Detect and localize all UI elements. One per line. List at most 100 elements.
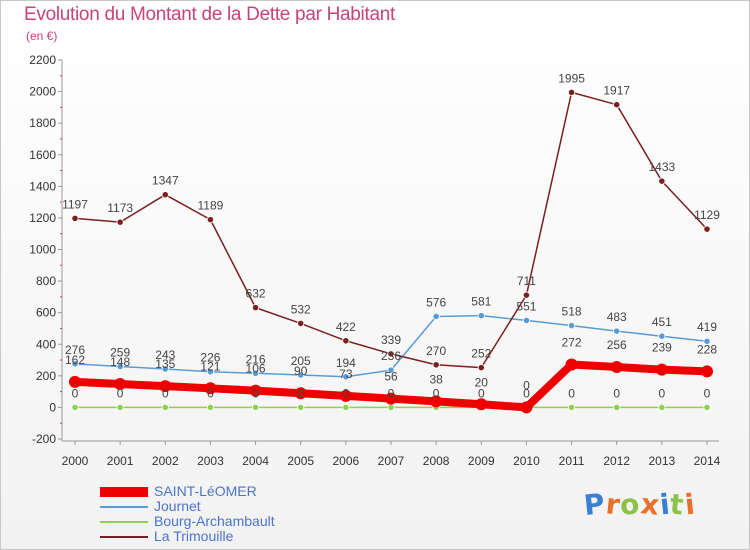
data-point: [475, 398, 488, 411]
y-tick-label: 1000: [29, 243, 56, 257]
data-label: 532: [291, 302, 311, 316]
data-point: [251, 369, 260, 377]
chart-title: Evolution du Montant de la Dette par Hab…: [24, 4, 395, 25]
data-point: [565, 358, 578, 371]
data-label: 0: [433, 386, 440, 400]
data-label: 276: [65, 343, 85, 357]
y-tick-label: 1400: [29, 179, 56, 193]
y-tick-label: 800: [36, 274, 56, 288]
data-label: 121: [200, 359, 220, 373]
logo-letter: i: [682, 487, 697, 522]
data-point: [387, 403, 395, 412]
y-tick-label: 1800: [29, 116, 56, 130]
data-point: [161, 403, 169, 412]
data-point: [159, 380, 172, 393]
data-point: [610, 360, 623, 373]
x-tick-label: 2014: [694, 454, 721, 468]
data-label: 228: [697, 342, 717, 356]
data-point: [387, 350, 395, 358]
data-label: 581: [471, 295, 491, 309]
data-label: 0: [568, 386, 575, 400]
data-label: 483: [607, 310, 627, 324]
data-point: [520, 401, 533, 414]
data-label: 518: [562, 305, 582, 319]
data-point: [613, 403, 621, 412]
y-tick-label: 2200: [29, 53, 56, 67]
data-point: [251, 403, 260, 412]
legend-swatch: [100, 520, 148, 523]
data-label: 339: [381, 333, 401, 347]
data-label: 20: [475, 375, 489, 389]
data-point: [387, 366, 395, 374]
data-label: 0: [252, 386, 259, 400]
data-label: 270: [426, 344, 446, 358]
data-point: [71, 214, 79, 222]
y-tick-label: 0: [49, 400, 56, 414]
data-label: 226: [200, 351, 220, 365]
data-label: 90: [294, 364, 308, 378]
data-point: [161, 365, 169, 373]
data-label: 259: [110, 346, 130, 360]
data-point: [477, 364, 485, 372]
x-tick-label: 2002: [152, 454, 179, 468]
data-label: 0: [659, 386, 666, 400]
data-label: 0: [523, 378, 530, 392]
data-label: 73: [339, 367, 353, 381]
y-tick-label: 2000: [29, 85, 56, 99]
data-point: [567, 403, 576, 412]
x-tick-label: 2003: [197, 454, 224, 468]
y-tick-label: -200: [32, 432, 56, 446]
data-label: 0: [117, 386, 124, 400]
data-point: [116, 362, 124, 371]
y-tick-label: 200: [36, 369, 56, 383]
y-tick-label: 1200: [29, 211, 56, 225]
data-point: [342, 403, 350, 412]
x-tick-label: 2006: [333, 454, 360, 468]
data-point: [655, 363, 668, 376]
series-line-3: [74, 91, 708, 369]
data-label: 239: [652, 341, 672, 355]
legend-label: SAINT-LéOMER: [154, 483, 257, 499]
data-label: 205: [291, 354, 311, 368]
data-label: 576: [426, 295, 446, 309]
data-point: [206, 368, 215, 376]
legend-label: Journet: [154, 498, 201, 514]
data-label: 256: [607, 338, 627, 352]
data-point: [297, 371, 305, 379]
data-point: [71, 360, 79, 368]
data-label: 38: [429, 372, 443, 386]
y-tick-label: 600: [36, 306, 56, 320]
chart-subtitle: (en €): [26, 29, 58, 43]
data-label: 194: [336, 356, 356, 370]
x-tick-label: 2009: [468, 454, 495, 468]
data-label: 1995: [558, 71, 585, 85]
x-tick-label: 2008: [423, 454, 450, 468]
data-point: [477, 312, 485, 320]
data-label: 551: [516, 299, 536, 313]
data-label: 272: [562, 335, 582, 349]
data-point: [567, 322, 576, 330]
data-point: [703, 225, 711, 233]
logo-letter: P: [582, 486, 608, 523]
data-label: 1129: [694, 208, 720, 222]
data-point: [658, 403, 666, 412]
data-point: [703, 403, 711, 412]
data-point: [701, 365, 713, 378]
data-label: 0: [343, 386, 350, 400]
data-label: 0: [162, 386, 169, 400]
x-tick-label: 2011: [559, 454, 585, 468]
x-tick-label: 2012: [603, 454, 630, 468]
data-label: 711: [517, 274, 536, 288]
data-point: [161, 191, 169, 199]
data-point: [432, 361, 440, 369]
x-tick-label: 2004: [242, 454, 269, 468]
data-point: [297, 319, 305, 328]
data-label: 1347: [152, 174, 179, 188]
legend-label: La Trimouille: [154, 528, 234, 544]
legend-item: Bourg-Archambault: [100, 514, 275, 529]
data-point: [432, 312, 440, 321]
chart-legend: SAINT-LéOMER Journet Bourg-Archambault La T…: [100, 484, 275, 544]
data-point: [522, 316, 531, 325]
data-label: 56: [384, 370, 398, 384]
x-tick-label: 2001: [107, 454, 134, 468]
